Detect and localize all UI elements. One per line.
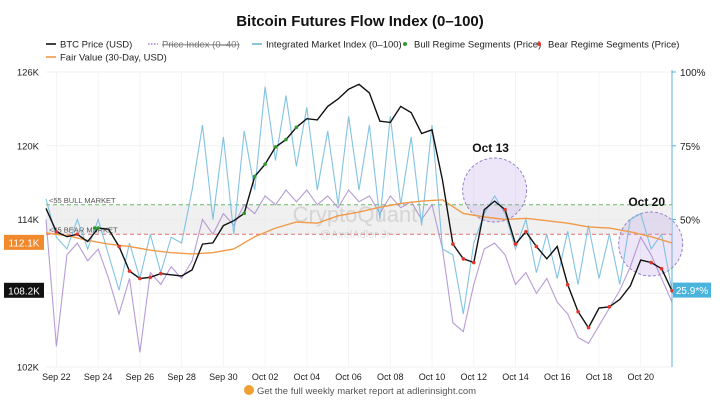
x-tick-label: Oct 04 — [294, 372, 321, 382]
index-last-callout-text: 25.9*% — [676, 286, 708, 297]
bull-regime-point — [284, 137, 288, 142]
legend-label-bull: Bull Regime Segments (Price) — [414, 40, 541, 51]
x-tick-label: Oct 10 — [419, 372, 446, 382]
chart-title: Bitcoin Futures Flow Index (0–100) — [236, 13, 484, 30]
x-tick-label: Sep 22 — [42, 372, 71, 382]
bear-regime-point — [158, 271, 163, 276]
bull-regime-point — [252, 174, 257, 179]
bear-regime-point — [659, 266, 664, 271]
y-left-tick-label: 102K — [17, 363, 40, 374]
bull-regime-point — [273, 145, 278, 149]
annotation-circle — [618, 211, 684, 277]
y-right-tick-label: 50% — [680, 216, 700, 227]
threshold-band — [46, 204, 672, 235]
y-left-tick-label: 120K — [17, 141, 40, 152]
x-tick-label: Sep 30 — [209, 372, 238, 382]
annotation-label: Oct 20 — [628, 195, 665, 209]
x-tick-label: Oct 16 — [544, 372, 571, 382]
bull-regime-point — [96, 226, 100, 230]
footer-note: Get the full weekly market report at adl… — [0, 385, 720, 397]
bull-regime-point — [294, 125, 299, 130]
bear-regime-point — [565, 282, 570, 287]
legend-swatch-bear — [537, 42, 541, 46]
annotation-label: Oct 13 — [472, 141, 509, 155]
bear-regime-point — [471, 260, 476, 265]
legend-label-pidx: Price Index (0–40) — [162, 40, 240, 51]
bear-regime-point — [138, 276, 142, 281]
bull-regime-point — [263, 162, 267, 166]
legend-item-pidx: Price Index (0–40) — [148, 40, 240, 51]
bear-regime-point — [503, 207, 507, 212]
legend: BTC Price (USD) Price Index (0–40) Integra… — [46, 40, 679, 64]
x-tick-label: Oct 18 — [586, 372, 613, 382]
legend-item-btc: BTC Price (USD) — [46, 40, 132, 51]
btc-last-callout-text: 108.2K — [8, 286, 40, 297]
legend-item-imi: Integrated Market Index (0–100) — [252, 40, 402, 51]
bull-threshold-label: <55 BULL MARKET — [49, 196, 116, 205]
bull-regime-point — [242, 211, 247, 216]
index-last-callout-box — [673, 282, 711, 298]
bear-regime-point — [649, 260, 653, 265]
bear-regime-point — [117, 244, 121, 249]
bear-regime-point — [451, 242, 455, 246]
bear-regime-point — [534, 244, 539, 249]
fair-value-line — [45, 199, 673, 255]
x-tick-label: Oct 12 — [461, 372, 488, 382]
watermark-author: @AxelAdler Jr — [320, 229, 391, 241]
x-tick-label: Oct 20 — [627, 372, 654, 382]
bull-regime-point — [92, 226, 97, 230]
price-index-line — [45, 189, 673, 353]
bear-regime-point — [607, 304, 612, 309]
bear-regime-point — [586, 325, 591, 330]
bear-regime-point — [670, 288, 674, 293]
bear-regime-point — [54, 229, 59, 234]
legend-label-fv: Fair Value (30-Day, USD) — [60, 53, 167, 64]
x-tick-label: Sep 26 — [126, 372, 155, 382]
fair-value-callout-box — [4, 234, 44, 250]
coin-icon — [243, 385, 254, 395]
annotation-circle — [462, 157, 528, 223]
fair-value-callout-text: 112.1K — [9, 238, 40, 249]
index-last-callout: 25.9*% — [673, 282, 711, 298]
bear-regime-point — [513, 242, 518, 246]
bear-regime-point — [75, 232, 80, 237]
y-left-tick-label: 126K — [17, 68, 40, 79]
bear-threshold-label: <45 BEAR MARKET — [49, 225, 118, 234]
x-tick-label: Oct 02 — [252, 372, 279, 382]
btc-last-callout-box — [4, 282, 44, 298]
legend-label-btc: BTC Price (USD) — [60, 40, 132, 51]
legend-item-bull: Bull Regime Segments (Price) — [403, 40, 541, 51]
legend-item-bear: Bear Regime Segments (Price) — [537, 40, 679, 51]
fair-value-callout: 112.1K — [4, 234, 44, 250]
bear-regime-point — [576, 309, 580, 314]
legend-swatch-bull — [403, 42, 407, 46]
legend-label-bear: Bear Regime Segments (Price) — [548, 40, 679, 51]
x-tick-label: Sep 28 — [167, 372, 196, 382]
x-tick-label: Oct 08 — [377, 372, 404, 382]
btc-last-callout: 108.2K — [4, 282, 44, 298]
bear-regime-point — [127, 269, 132, 273]
y-right-tick-label: 100% — [680, 68, 706, 79]
legend-label-imi: Integrated Market Index (0–100) — [266, 40, 402, 51]
integrated-market-index-line — [45, 86, 673, 314]
footer-text: Get the full weekly market report at adl… — [256, 386, 477, 397]
y-left-tick-label: 114K — [18, 215, 40, 226]
x-tick-label: Sep 24 — [84, 372, 113, 382]
x-tick-label: Oct 06 — [335, 372, 362, 382]
y-right-tick-label: 75% — [680, 142, 700, 153]
legend-item-fv: Fair Value (30-Day, USD) — [46, 53, 167, 64]
x-tick-label: Oct 14 — [502, 372, 529, 382]
bear-regime-point — [524, 229, 528, 234]
bear-regime-point — [461, 257, 466, 261]
bear-regime-point — [148, 275, 153, 280]
